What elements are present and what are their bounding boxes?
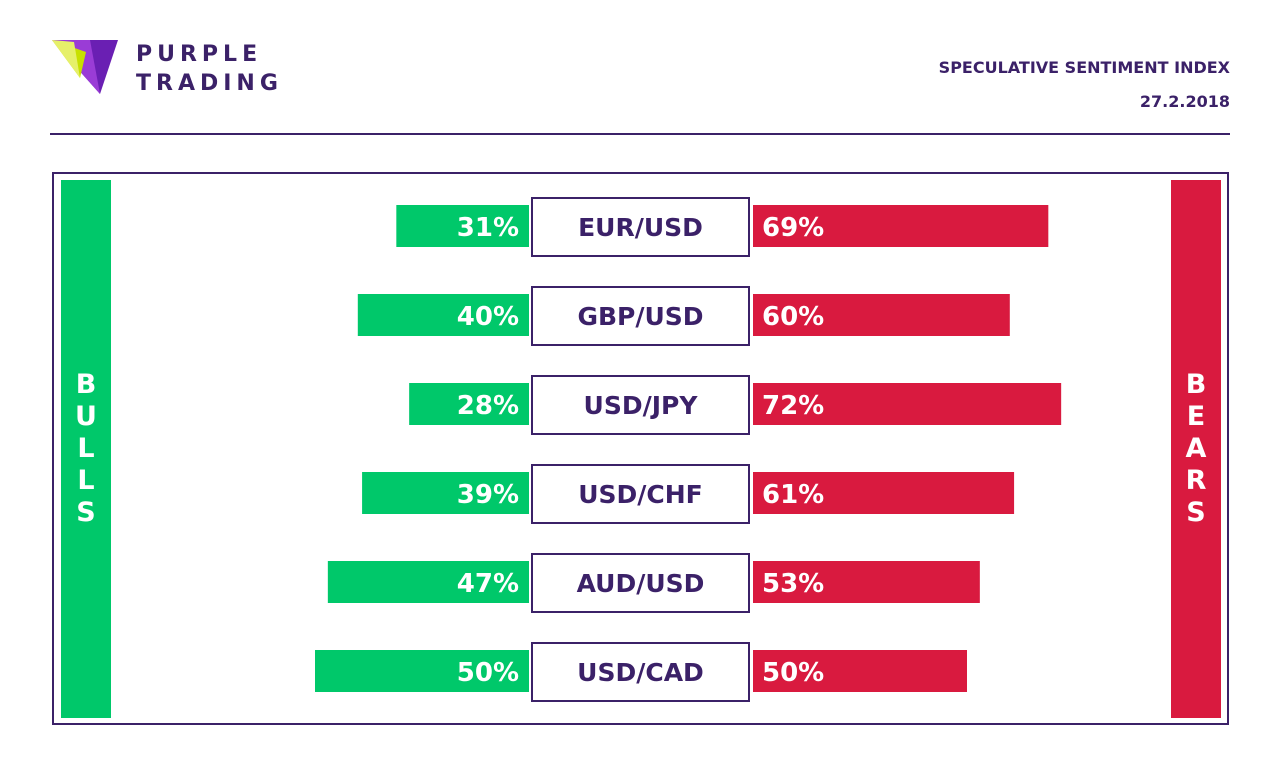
pair-box xyxy=(531,286,750,346)
bulls-side-bar: BULLS xyxy=(61,180,111,718)
bull-bar xyxy=(357,294,529,336)
bull-value-label: 28% xyxy=(457,391,519,421)
header-divider xyxy=(50,133,1230,135)
bulls-label: BULLS xyxy=(75,369,97,528)
bull-bar xyxy=(362,472,529,514)
brand-line-1: PURPLE xyxy=(136,42,263,67)
brand-logo: PURPLE TRADING xyxy=(50,38,320,100)
bear-value-label: 72% xyxy=(762,391,824,421)
currency-pair-label: GBP/USD xyxy=(577,302,703,331)
currency-pair-label: USD/JPY xyxy=(584,391,699,420)
currency-pair-label: EUR/USD xyxy=(578,213,703,242)
purple-trading-logo-icon xyxy=(52,40,118,94)
bull-value-label: 47% xyxy=(457,569,519,599)
bear-bar xyxy=(753,294,1010,336)
bear-bar xyxy=(753,205,1049,247)
pair-box xyxy=(531,197,750,257)
bull-value-label: 39% xyxy=(457,480,519,510)
bear-value-label: 61% xyxy=(762,480,824,510)
bull-value-label: 50% xyxy=(457,658,519,688)
pair-box xyxy=(531,642,750,702)
bear-value-label: 53% xyxy=(762,569,824,599)
brand-line-2: TRADING xyxy=(136,71,283,96)
bull-bar xyxy=(327,561,529,603)
bull-bar xyxy=(396,205,529,247)
bear-bar xyxy=(753,650,967,692)
bear-value-label: 69% xyxy=(762,213,824,243)
report-date: 27.2.2018 xyxy=(1139,92,1230,111)
currency-pair-label: USD/CAD xyxy=(577,658,704,687)
bull-value-label: 40% xyxy=(457,302,519,332)
bull-value-label: 31% xyxy=(457,213,519,243)
page-title: SPECULATIVE SENTIMENT INDEX xyxy=(938,58,1230,77)
bear-bar xyxy=(753,383,1062,425)
currency-pair-label: AUD/USD xyxy=(577,569,705,598)
bear-value-label: 50% xyxy=(762,658,824,688)
brand-name: PURPLE TRADING xyxy=(136,40,283,98)
pair-box xyxy=(531,464,750,524)
bears-label: BEARS xyxy=(1185,369,1207,528)
bull-bar xyxy=(315,650,529,692)
bears-side-bar: BEARS xyxy=(1171,180,1221,718)
header-info: SPECULATIVE SENTIMENT INDEX 27.2.2018 xyxy=(939,58,1230,112)
bear-value-label: 60% xyxy=(762,302,824,332)
chart-frame xyxy=(52,172,1229,725)
bear-bar xyxy=(753,561,980,603)
bull-bar xyxy=(409,383,529,425)
pair-box xyxy=(531,375,750,435)
currency-pair-label: USD/CHF xyxy=(578,480,703,509)
bear-bar xyxy=(753,472,1015,514)
pair-box xyxy=(531,553,750,613)
